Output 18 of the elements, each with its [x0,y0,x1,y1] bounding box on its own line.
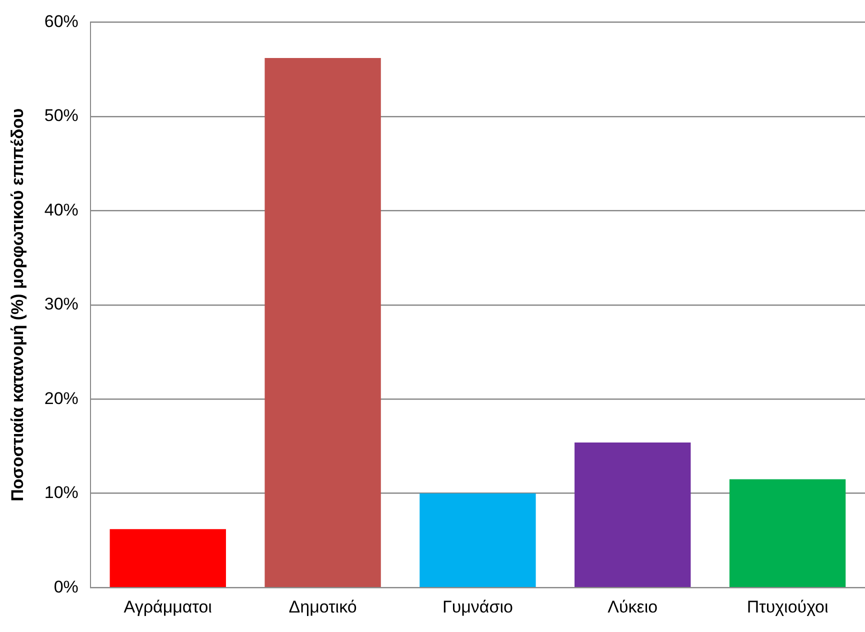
y-tick-label: 40% [44,200,78,220]
bar [110,529,226,587]
bar [729,479,846,587]
x-tick-label: Γυμνάσιο [442,597,513,616]
y-tick-label: 10% [44,483,78,502]
y-tick-label: 50% [44,106,78,126]
bar [264,58,381,587]
bar [574,442,691,587]
x-tick-label: Πτυχιούχοι [746,597,828,616]
y-tick-label: 20% [44,388,78,408]
y-tick-label: 30% [44,294,78,314]
bar [420,493,536,587]
x-tick-label: Λύκειο [608,597,658,616]
y-axis-title: Ποσοστιαία κατανομή (%) μορφωτικού επιπέδου [8,108,27,502]
x-tick-label: Δημοτικό [288,597,357,616]
y-tick-label: 0% [54,577,78,596]
y-tick-label: 60% [44,12,78,31]
x-tick-label: Αγράμματοι [124,597,212,616]
